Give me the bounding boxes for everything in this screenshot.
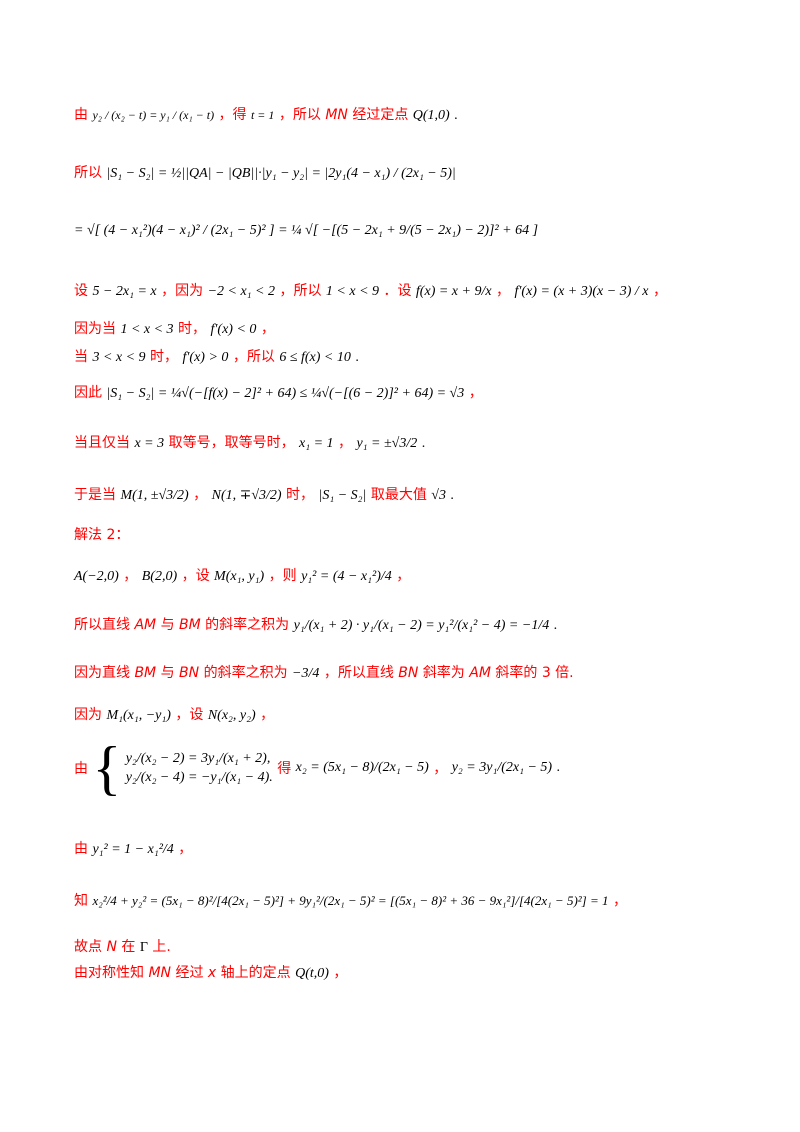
solution-line-13: 因为直线 BM 与 BN 的斜率之积为 −3/4 ，所以直线 BN 斜率为 AM… [74, 665, 574, 681]
solution-line-1: 由 y₂ / (x₂ − t) = y₁ / (x₁ − t) ，得 t = 1… [74, 107, 458, 123]
solution-line-6: 当 3 < x < 9 时， f′(x) > 0 ，所以 6 ≤ f(x) < … [74, 349, 359, 365]
solution-line-19: 由对称性知 MN 经过 x 轴上的定点 Q(t,0) ， [74, 965, 348, 981]
solution-line-17: 知 x₂²/4 + y₂² = (5x₁ − 8)²/[4(2x₁ − 5)²]… [74, 893, 627, 909]
solution-line-9: 于是当 M(1, ±√3/2) ， N(1, ∓√3/2) 时， |S₁ − S… [74, 487, 454, 503]
solution-line-15: 由 { y₂/(x₂ − 2) = 3y₁/(x₁ + 2), y₂/(x₂ −… [74, 735, 561, 801]
method-2-heading: 解法 2： [74, 527, 130, 543]
solution-line-3: = √[ (4 − x₁²)(4 − x₁)² / (2x₁ − 5)² ] =… [74, 223, 539, 238]
solution-line-18: 故点 N 在 Γ 上. [74, 939, 171, 955]
equation-system: y₂/(x₂ − 2) = 3y₁/(x₁ + 2), y₂/(x₂ − 4) … [125, 750, 273, 785]
solution-line-4: 设 5 − 2x₁ = x ，因为 −2 < x₁ < 2 ，所以 1 < x … [74, 283, 667, 299]
fraction-equation: y₂ / (x₂ − t) = y₁ / (x₁ − t) [92, 108, 215, 122]
solution-line-14: 因为 M₁(x₁, −y₁) ，设 N(x₂, y₂) ， [74, 707, 275, 723]
left-brace: { [92, 735, 122, 801]
solution-line-7: 因此 |S₁ − S₂| = ¼√(−[f(x) − 2]² + 64) ≤ ¼… [74, 385, 483, 401]
solution-line-16: 由 y₁² = 1 − x₁²/4 ， [74, 841, 193, 857]
solution-line-5: 因为当 1 < x < 3 时， f′(x) < 0 ， [74, 321, 275, 337]
solution-line-11: A(−2,0) ， B(2,0) ，设 M(x₁, y₁) ，则 y₁² = (… [74, 568, 411, 584]
solution-line-12: 所以直线 AM 与 BM 的斜率之积为 y₁/(x₁ + 2) · y₁/(x₁… [74, 617, 558, 633]
solution-line-8: 当且仅当 x = 3 取等号，取等号时， x₁ = 1 ， y₁ = ±√3/2… [74, 435, 426, 451]
solution-line-2: 所以 |S₁ − S₂| = ½||QA| − |QB||·|y₁ − y₂| … [74, 165, 456, 181]
